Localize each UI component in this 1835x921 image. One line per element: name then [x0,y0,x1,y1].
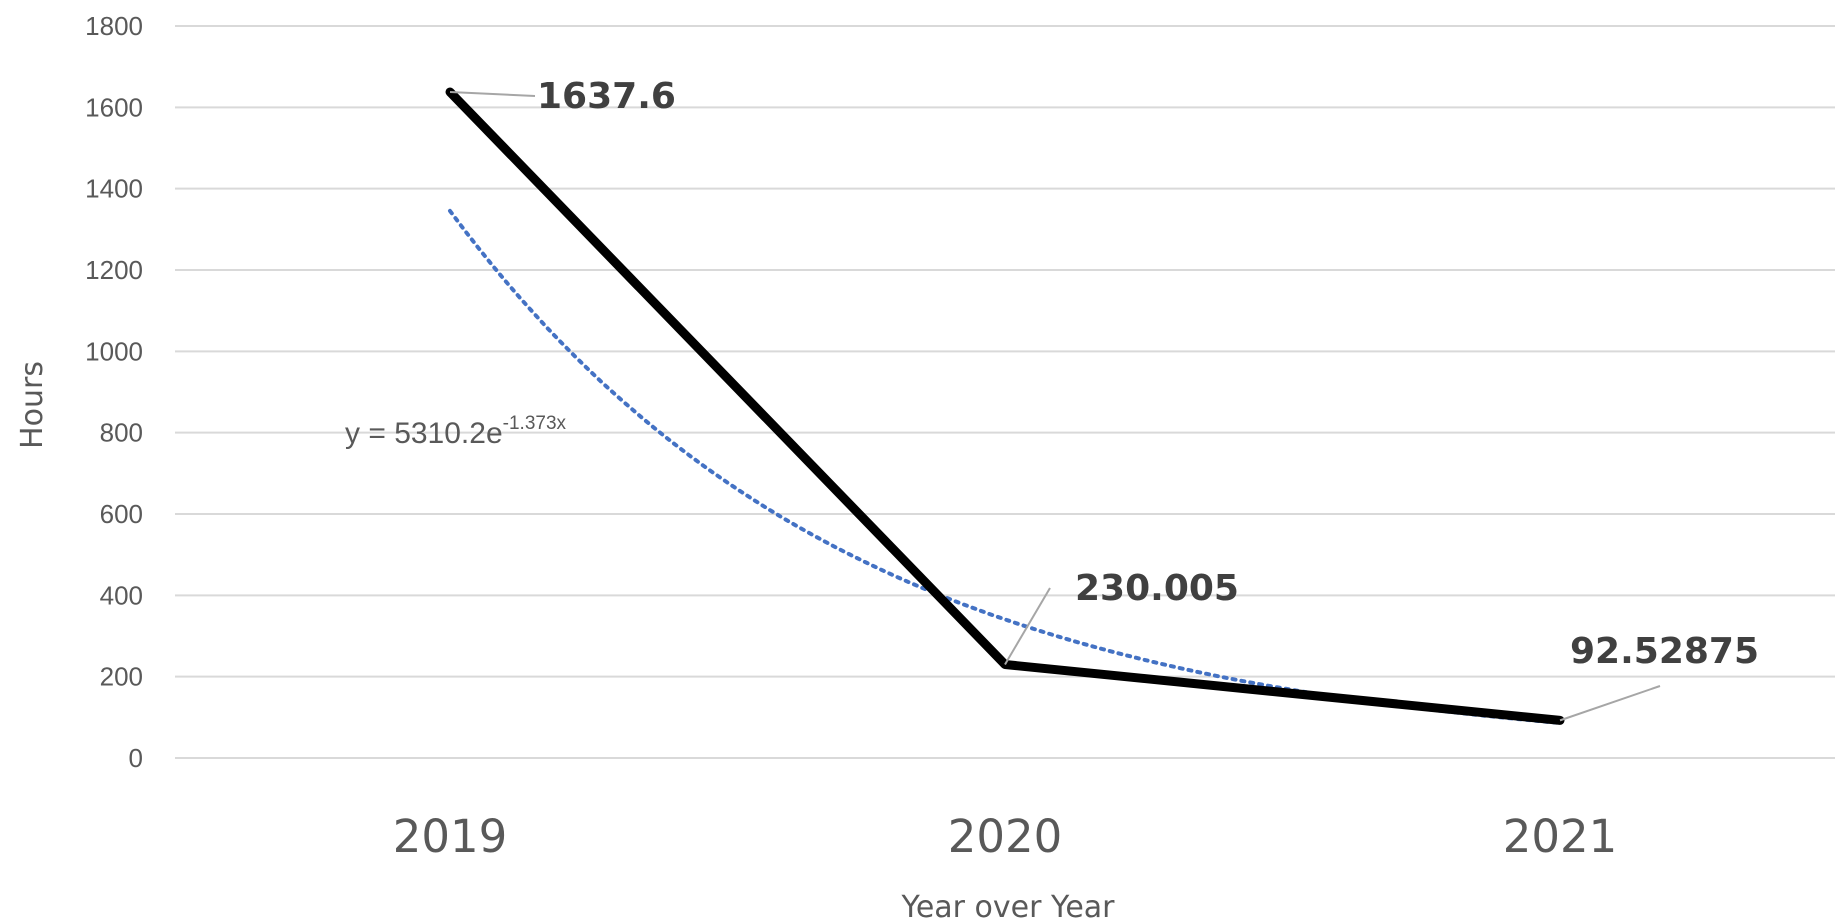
y-tick-label: 1000 [85,336,143,366]
data-labels: 1637.6 230.005 92.52875 [537,76,1759,672]
x-category-labels: 2019 2020 2021 [393,810,1618,863]
data-label: 230.005 [1075,568,1239,609]
x-tick-label: 2020 [948,810,1063,863]
y-tick-label: 1400 [85,174,143,204]
y-tick-label: 1800 [85,11,143,41]
y-tick-label: 1200 [85,255,143,285]
y-tick-label: 400 [100,580,143,610]
series-line [445,87,1565,725]
trendline-path [448,208,1562,725]
x-tick-label: 2019 [393,810,508,863]
series-polyline [445,87,1565,725]
y-tick-label: 0 [129,743,143,773]
x-axis-title: Year over Year [900,890,1115,921]
leader-line [449,91,536,97]
data-label: 1637.6 [537,76,676,117]
y-tick-label: 800 [100,418,143,448]
data-label: 92.52875 [1570,631,1759,672]
y-tick-labels: 0 200 400 600 800 1000 1200 1400 1600 1800 [85,11,143,773]
y-tick-label: 600 [100,499,143,529]
y-axis-title: Hours [15,361,50,449]
data-label-leaders [449,91,1661,722]
trendline [448,208,1562,725]
y-tick-label: 200 [100,662,143,692]
trendline-equation: y = 5310.2e-1.373x [345,413,567,450]
leader-line [1004,587,1051,665]
gridlines [175,25,1835,759]
y-tick-label: 1600 [85,92,143,122]
x-tick-label: 2021 [1503,810,1618,863]
leader-line [1559,685,1661,722]
